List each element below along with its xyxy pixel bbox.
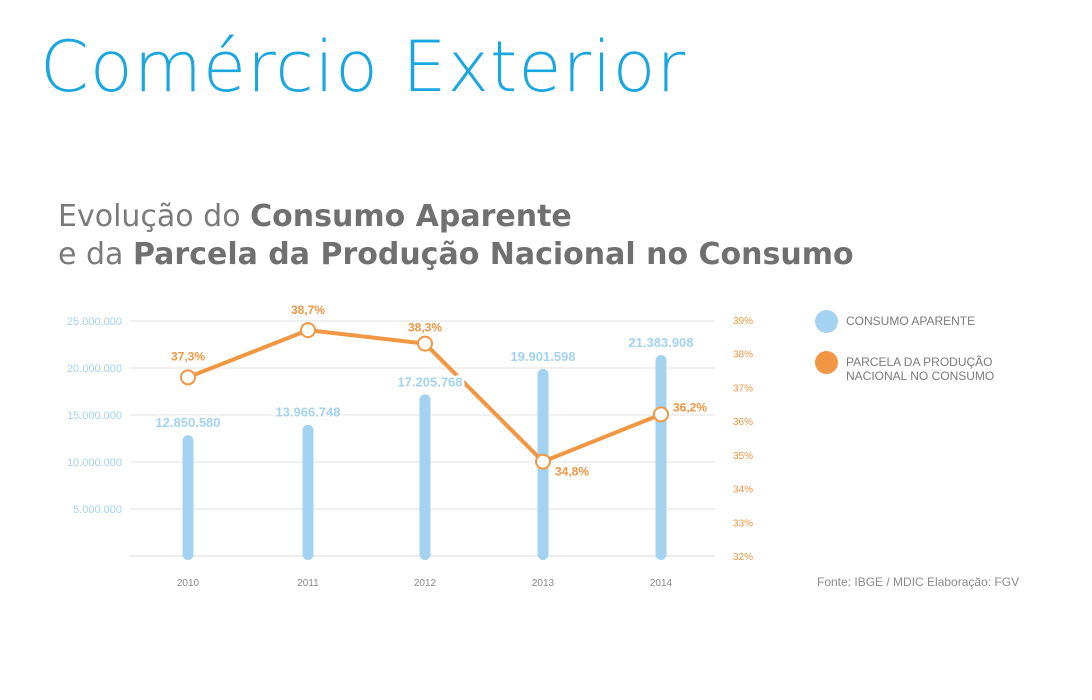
bar-data-label: 13.966.748: [275, 405, 340, 420]
subtitle-line1-bold: Consumo Aparente: [250, 199, 572, 234]
line-data-label: 38,7%: [291, 303, 325, 317]
x-tick-label: 2012: [414, 578, 437, 589]
bar: [655, 354, 667, 560]
right-tick-label: 33%: [733, 518, 753, 529]
right-tick-label: 34%: [733, 485, 753, 496]
line-data-label: 34,8%: [555, 465, 589, 479]
legend-label: PARCELA DA PRODUÇÃO NACIONAL NO CONSUMO: [846, 355, 995, 383]
left-tick-label: 15.000.000: [67, 410, 122, 422]
line-point: [653, 406, 669, 423]
legend-swatch-blue: [815, 310, 838, 333]
legend-item-parcela: PARCELA DA PRODUÇÃO NACIONAL NO CONSUMO: [815, 351, 1016, 383]
left-tick-label: 20.000.000: [67, 363, 122, 375]
line-point: [300, 322, 316, 339]
page-title: Comércio Exterior: [40, 26, 687, 108]
x-tick-label: 2014: [650, 578, 673, 589]
legend: CONSUMO APARENTE PARCELA DA PRODUÇÃO NAC…: [815, 310, 1016, 401]
right-tick-label: 39%: [733, 316, 753, 327]
left-tick-label: 10.000.000: [67, 457, 122, 469]
left-tick-label: 25.000.000: [67, 316, 122, 328]
legend-item-consumo: CONSUMO APARENTE: [815, 310, 1016, 333]
line-point: [535, 453, 551, 470]
left-tick-label: 5.000.000: [73, 504, 122, 516]
legend-label: CONSUMO APARENTE: [846, 314, 976, 328]
subtitle-line2-bold: Parcela da Produção Nacional no Consumo: [132, 237, 854, 272]
right-tick-label: 38%: [733, 350, 753, 361]
bar: [419, 394, 431, 560]
bar: [302, 424, 314, 560]
bar-data-label: 19.901.598: [510, 349, 575, 364]
bar-data-label: 21.383.908: [628, 335, 693, 350]
line-data-label: 37,3%: [171, 349, 205, 363]
legend-swatch-orange: [815, 351, 838, 374]
chart-subtitle: Evolução do Consumo Aparente e da Parcel…: [58, 198, 854, 274]
line-data-label: 38,3%: [408, 321, 442, 335]
bar: [182, 435, 194, 560]
bar-data-label: 12.850.580: [155, 415, 220, 430]
right-tick-label: 32%: [733, 552, 753, 563]
line-point: [417, 335, 433, 352]
right-tick-label: 35%: [733, 451, 753, 462]
x-tick-label: 2011: [297, 578, 319, 589]
subtitle-line2-regular: e da: [58, 237, 133, 272]
x-tick-label: 2013: [532, 578, 555, 589]
subtitle-line1-regular: Evolução do: [58, 199, 251, 234]
line-data-label: 36,2%: [673, 400, 707, 414]
bar-data-label: 17.205.768: [397, 374, 462, 389]
x-tick-label: 2010: [177, 578, 200, 589]
line-point: [180, 369, 196, 386]
source-note: Fonte: IBGE / MDIC Elaboração: FGV: [817, 575, 1020, 589]
right-tick-label: 36%: [733, 417, 753, 428]
right-tick-label: 37%: [733, 383, 753, 394]
